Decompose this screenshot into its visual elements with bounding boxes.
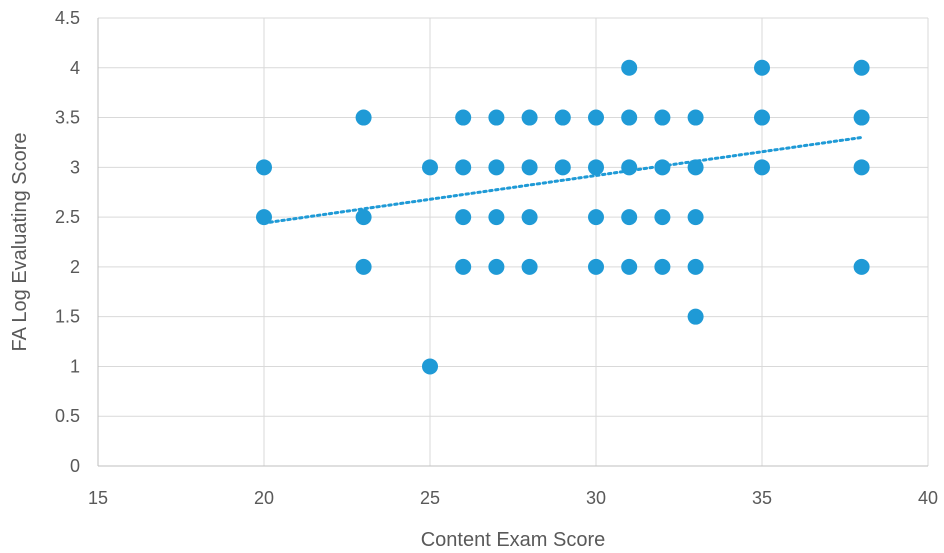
data-point — [621, 59, 638, 76]
x-tick-label: 15 — [88, 488, 108, 508]
data-point — [853, 59, 870, 76]
y-tick-label: 2 — [70, 257, 80, 277]
y-tick-label: 3 — [70, 157, 80, 177]
data-point — [687, 209, 704, 226]
data-point — [422, 159, 438, 176]
data-point — [521, 209, 538, 226]
data-point — [621, 209, 638, 226]
y-tick-label: 2.5 — [55, 207, 80, 227]
x-tick-label: 30 — [586, 488, 606, 508]
data-point — [754, 159, 770, 176]
data-point — [588, 109, 604, 126]
data-point — [621, 258, 638, 275]
gridlines — [98, 17, 929, 466]
data-point — [455, 209, 472, 226]
data-point — [455, 159, 472, 176]
y-tick-label: 0 — [70, 456, 80, 476]
x-tick-label: 25 — [420, 488, 440, 508]
data-point — [853, 159, 870, 176]
x-tick-label: 20 — [254, 488, 274, 508]
data-point — [488, 159, 505, 176]
data-point — [355, 109, 372, 126]
data-point — [754, 109, 770, 126]
data-point — [588, 159, 604, 176]
trendline — [262, 135, 864, 225]
x-axis-title: Content Exam Score — [421, 529, 606, 551]
data-point — [488, 109, 505, 126]
data-point — [455, 258, 472, 275]
data-point — [256, 209, 272, 226]
data-point — [256, 159, 272, 176]
data-point — [654, 159, 671, 176]
data-point — [687, 308, 704, 325]
data-point — [654, 258, 671, 275]
data-point — [621, 159, 638, 176]
data-point — [853, 109, 870, 126]
data-point — [455, 109, 472, 126]
data-point — [521, 109, 538, 126]
data-point — [521, 258, 538, 275]
x-tick-label: 40 — [918, 488, 938, 508]
y-tick-label: 1 — [70, 356, 80, 376]
y-tick-label: 0.5 — [55, 406, 80, 426]
data-point — [588, 258, 604, 275]
data-point — [654, 209, 671, 226]
data-point — [554, 109, 571, 126]
data-point — [488, 209, 505, 226]
axes — [97, 18, 928, 467]
data-point — [554, 159, 571, 176]
data-point — [355, 258, 372, 275]
data-point — [687, 258, 704, 275]
data-point — [853, 258, 870, 275]
y-tick-label: 4 — [70, 58, 80, 78]
data-point — [621, 109, 638, 126]
data-point — [488, 258, 505, 275]
y-tick-label: 4.5 — [55, 8, 80, 28]
data-point — [754, 59, 770, 76]
data-point — [355, 209, 372, 226]
data-point — [654, 109, 671, 126]
data-points — [256, 59, 870, 375]
y-axis-title: FA Log Evaluating Score — [9, 132, 31, 351]
y-tick-label: 3.5 — [55, 108, 80, 128]
data-point — [588, 209, 604, 226]
tick-labels: 0 0.5 1 1.5 2 2.5 3 3.5 4 4.5 15 20 25 30 35 40 — [55, 8, 938, 508]
data-point — [687, 159, 704, 176]
x-tick-label: 35 — [752, 488, 772, 508]
data-point — [422, 358, 438, 375]
y-tick-label: 1.5 — [55, 307, 80, 327]
data-point — [687, 109, 704, 126]
data-point — [521, 159, 538, 176]
trendline-layer — [262, 135, 864, 225]
